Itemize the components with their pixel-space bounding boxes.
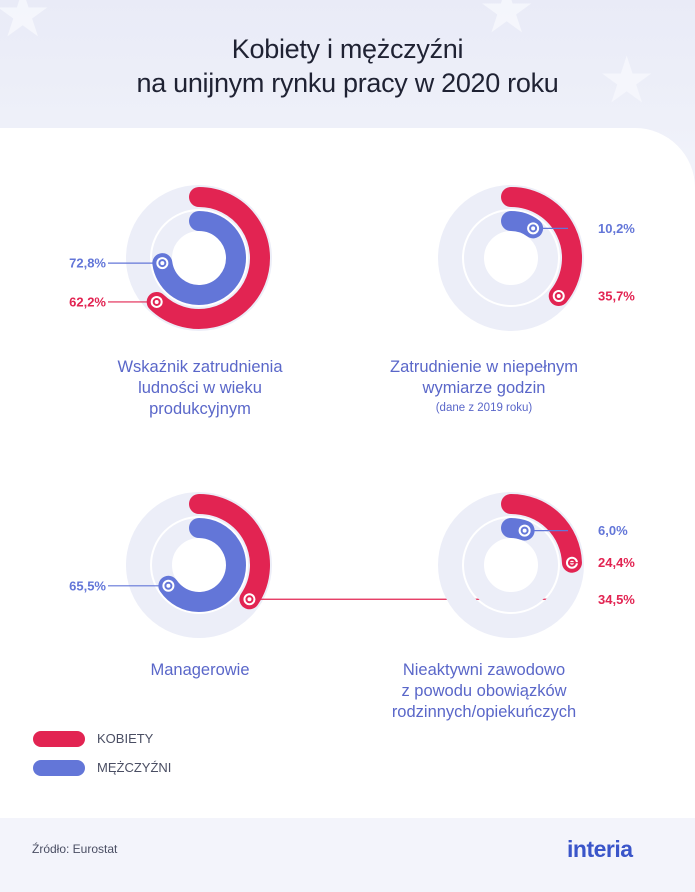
chart-caption-2: Zatrudnienie w niepełnym wymiarze godzin… [366, 357, 602, 417]
end-marker [162, 579, 175, 592]
end-marker-ring [520, 526, 529, 535]
end-marker-ring [152, 297, 161, 306]
star-decoration: ★ [478, 0, 536, 46]
value-label: 65,5% [69, 578, 106, 593]
chart-caption-1: Wskaźnik zatrudnienia ludności w wieku p… [90, 357, 310, 420]
legend-swatch-men [33, 760, 85, 776]
bar-women [501, 187, 582, 306]
end-marker [150, 295, 163, 308]
star-decoration: ★ [0, 0, 52, 50]
bar-women [189, 494, 270, 610]
track-inner [464, 518, 558, 612]
legend-label: KOBIETY [97, 731, 154, 746]
value-label: 6,0% [598, 523, 628, 538]
end-marker [156, 257, 169, 270]
end-marker-ring [529, 224, 538, 233]
bar-women [501, 494, 582, 573]
caption-line: z powodu obowiązków [401, 682, 567, 700]
caption-line: produkcyjnym [149, 400, 251, 418]
caption-line: ludności w wieku [138, 379, 262, 397]
legend-swatch-women [33, 731, 85, 747]
end-marker [518, 524, 531, 537]
chart-caption-4: Nieaktywni zawodowo z powodu obowiązków … [366, 660, 602, 723]
legend-label: MĘŻCZYŹNI [97, 760, 172, 775]
chart-caption-3: Managerowie [90, 660, 310, 681]
bar-men [152, 211, 246, 305]
bar-women [146, 187, 270, 329]
end-marker-ring [158, 259, 167, 268]
brand-logo: interia [567, 836, 633, 862]
value-label: 62,2% [69, 294, 106, 309]
end-marker-ring [245, 595, 254, 604]
caption-line: Zatrudnienie w niepełnym [389, 358, 579, 376]
end-marker [527, 222, 540, 235]
end-marker [243, 593, 256, 606]
source-note: Źródło: Eurostat [32, 842, 118, 856]
end-marker-ring [554, 291, 563, 300]
caption-line: Nieaktywni zawodowo [402, 661, 566, 679]
end-marker [552, 289, 565, 302]
value-label: 35,7% [598, 288, 635, 303]
title-line-1: Kobiety i mężczyźni [231, 34, 464, 64]
value-label: 34,5% [598, 592, 635, 607]
title-line-2: na unijnym rynku pracy w 2020 roku [136, 68, 559, 98]
page-title: Kobiety i mężczyźni na unijnym rynku pra… [0, 32, 695, 100]
caption-note: (dane z 2019 roku) [435, 402, 533, 414]
caption-line: Wskaźnik zatrudnienia [117, 358, 283, 376]
caption-line: rodzinnych/opiekuńczych [391, 703, 577, 721]
value-label: 72,8% [69, 256, 106, 271]
star-decoration: ★ [598, 44, 656, 116]
caption-line: wymiarze godzin [422, 379, 546, 397]
end-marker-ring [164, 581, 173, 590]
value-label: 10,2% [598, 221, 635, 236]
value-label: 24,4% [598, 555, 635, 570]
bar-men [158, 518, 246, 612]
caption-line: Managerowie [150, 661, 250, 679]
